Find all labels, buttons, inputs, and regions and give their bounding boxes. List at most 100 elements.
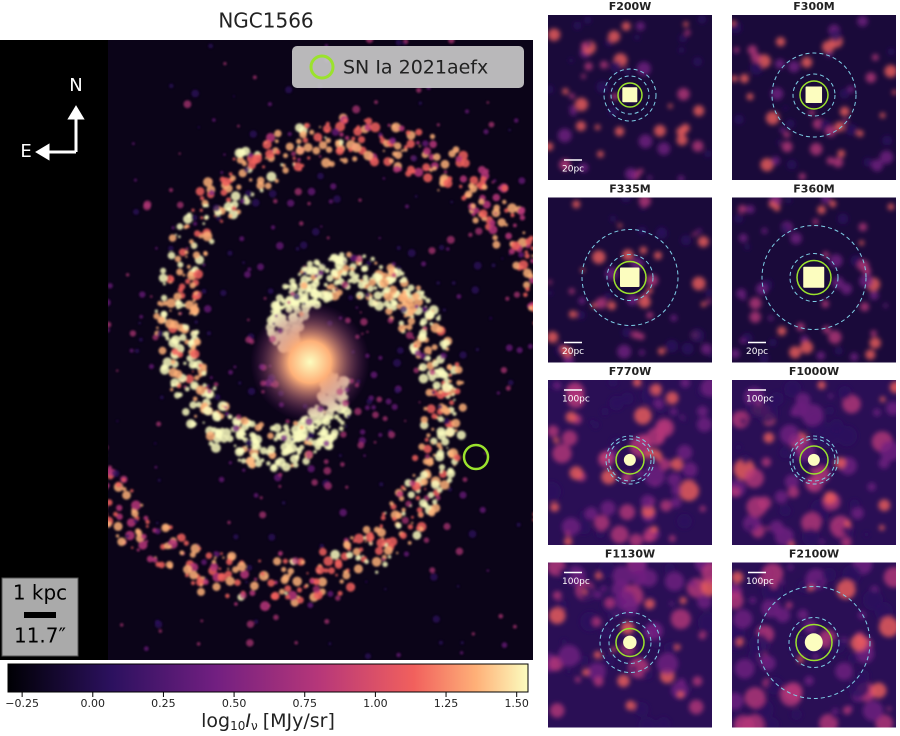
arm-knot <box>330 269 338 277</box>
colorbar-tick-label: 0.25 <box>151 697 176 710</box>
diffuse-knot <box>157 478 161 482</box>
arm-knot <box>184 250 189 255</box>
diffuse-knot <box>324 618 330 624</box>
noise <box>656 227 668 239</box>
arm-knot <box>156 326 159 330</box>
noise <box>552 590 562 600</box>
source <box>620 267 640 287</box>
noise <box>692 676 703 687</box>
noise <box>682 462 698 477</box>
annulus-out <box>605 435 655 485</box>
arm-knot <box>470 203 476 209</box>
diffuse-knot <box>168 187 174 193</box>
diffuse-knot <box>358 7 363 12</box>
arm-knot <box>430 480 440 490</box>
arm-knot <box>453 398 456 401</box>
noise <box>638 168 644 174</box>
diffuse-knot <box>287 199 295 207</box>
arm-knot <box>197 587 205 596</box>
noise <box>562 88 569 95</box>
arm-knot <box>363 119 367 122</box>
arm-knot <box>281 298 285 302</box>
noise <box>687 686 693 692</box>
noise <box>657 142 671 156</box>
arm-knot <box>293 162 303 172</box>
arm-knot <box>145 519 150 525</box>
noise <box>602 654 615 668</box>
noise <box>647 175 653 180</box>
colorbar-tick-label: −0.25 <box>5 697 39 710</box>
noise <box>851 506 864 520</box>
noise <box>798 173 806 180</box>
arm-knot <box>213 556 217 560</box>
noise <box>663 641 678 656</box>
diffuse-knot <box>414 194 418 198</box>
arm-knot <box>285 594 290 600</box>
diffuse-knot <box>573 362 579 368</box>
diffuse-knot <box>285 86 293 94</box>
noise <box>561 638 567 645</box>
arm-knot <box>403 487 407 491</box>
arm-knot <box>545 435 548 438</box>
scale-label: 20pc <box>746 347 768 357</box>
arm-knot <box>264 157 268 160</box>
diffuse-knot <box>401 516 409 524</box>
diffuse-knot <box>397 347 404 354</box>
arm-knot <box>573 368 581 376</box>
scale-angular: 11.7″ <box>14 624 66 648</box>
noise <box>857 259 870 272</box>
arm-knot <box>152 557 158 563</box>
diffuse-knot <box>273 614 279 621</box>
colorbar-tick-label: 0.75 <box>292 697 317 710</box>
diffuse-knot <box>320 225 323 228</box>
noise <box>765 526 770 531</box>
diffuse-knot <box>209 376 213 380</box>
arm-knot <box>401 507 406 513</box>
arm-knot <box>174 392 181 399</box>
arm-knot <box>342 571 351 580</box>
noise <box>634 702 649 717</box>
cutout-title: F360M <box>793 183 834 196</box>
noise <box>697 236 709 248</box>
noise <box>865 72 877 83</box>
arm-knot <box>394 151 403 160</box>
arm-knot <box>189 282 196 289</box>
arm-knot <box>415 285 421 291</box>
arm-knot <box>415 128 423 136</box>
arm-knot <box>378 265 384 270</box>
arm-knot <box>406 324 413 331</box>
diffuse-knot <box>346 414 351 419</box>
diffuse-knot <box>333 195 341 203</box>
noise <box>882 135 893 146</box>
arm-knot <box>431 427 435 431</box>
noise <box>761 227 768 235</box>
cutout-title: F770W <box>609 365 652 378</box>
arm-knot <box>346 551 354 559</box>
diffuse-knot <box>319 543 325 549</box>
diffuse-knot <box>419 352 427 360</box>
diffuse-knot <box>305 450 314 459</box>
arm-knot <box>167 251 176 260</box>
arm-knot <box>168 234 177 242</box>
annulus-out <box>599 612 661 673</box>
arm-knot <box>459 156 463 159</box>
diffuse-knot <box>312 585 321 594</box>
arm-knot <box>122 478 126 482</box>
noise <box>690 328 705 343</box>
noise <box>750 52 761 63</box>
arm-knot <box>356 295 362 300</box>
arm-knot <box>459 184 463 189</box>
diffuse-knot <box>327 590 334 597</box>
arm-knot <box>399 532 407 539</box>
arm-knot <box>194 414 198 418</box>
source <box>622 87 638 103</box>
noise <box>619 504 636 520</box>
noise <box>865 349 876 360</box>
arm-knot <box>318 422 322 426</box>
arm-knot <box>169 309 172 312</box>
diffuse-knot <box>281 501 286 505</box>
arm-knot <box>543 274 547 278</box>
arm-knot <box>508 248 515 255</box>
arm-knot <box>446 469 456 478</box>
diffuse-knot <box>539 542 543 546</box>
